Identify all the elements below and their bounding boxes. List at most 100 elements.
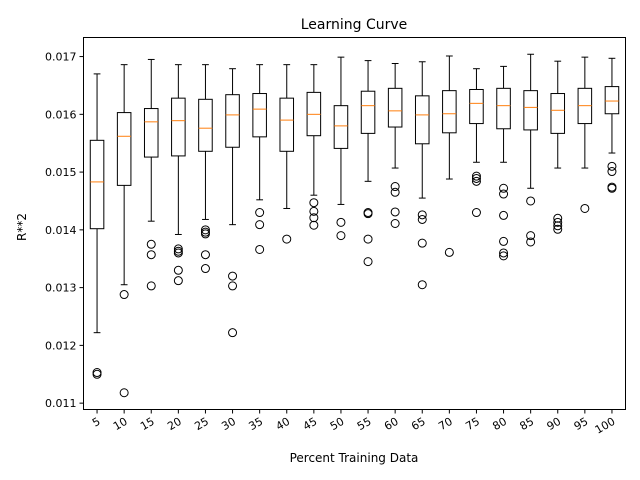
flier-point [363,209,373,219]
box-group [171,64,186,286]
flier-point [92,369,102,379]
x-tick-label: 35 [247,415,266,433]
box-group [116,64,132,398]
box-group [89,73,105,379]
flier-point [471,208,481,218]
x-tick-label: 50 [328,415,347,433]
y-tick-label: 0.014 [45,224,77,237]
flier-point [499,210,509,220]
box-group [306,64,322,230]
box-body [523,90,538,131]
x-tick-label: 40 [274,415,293,433]
box-group [469,68,484,218]
flier-point [390,219,400,228]
y-tick-label: 0.016 [45,108,77,121]
flier-point [200,225,210,235]
flier-point [173,276,183,286]
flier-point [228,328,238,338]
flier-point [173,244,183,254]
flier-point [363,257,373,267]
box-group [198,64,213,274]
flier-point [417,238,427,248]
flier-point [526,231,536,241]
y-axis-label: R**2 [15,213,29,241]
flier-point [146,250,156,260]
flier-point [309,220,319,230]
flier-point [607,161,617,171]
flier-point [228,271,238,281]
x-tick-label: 45 [301,415,320,433]
flier-point [471,176,481,186]
box-body [414,95,430,145]
x-tick-label: 90 [545,415,564,433]
flier-point [499,183,509,193]
box-group [387,62,403,228]
flier-point [607,167,617,177]
x-tick-label: 25 [192,415,211,433]
flier-point [553,217,563,227]
chart-title: Learning Curve [301,17,408,33]
flier-point [200,264,210,274]
flier-point [499,236,509,246]
flier-point [499,251,509,261]
flier-point [255,244,265,254]
flier-point [146,281,156,291]
flier-point [255,220,265,230]
box-body [496,87,511,130]
flier-point [444,247,454,257]
y-tick-label: 0.012 [45,339,77,352]
x-tick-label: 95 [572,415,591,433]
flier-point [390,207,400,217]
flier-point [417,280,427,290]
box-body [550,93,566,134]
x-tick-label: 100 [593,415,618,437]
box-body [198,98,213,152]
x-tick-label: 10 [111,415,130,433]
flier-point [471,173,481,183]
flier-point [607,183,617,193]
flier-point [471,171,481,181]
x-tick-label: 85 [518,415,537,433]
flier-point [173,265,183,275]
box-group [360,60,376,267]
flier-point [119,290,129,300]
flier-point [173,248,183,258]
box-body [116,112,132,186]
box-body [442,90,457,134]
x-tick-label: 80 [490,415,509,433]
flier-point [526,237,536,247]
flier-point [119,388,129,398]
box-group [225,68,240,338]
box-group [333,56,349,241]
flier-point [417,210,427,220]
box-body [279,97,295,152]
plot-area [89,53,620,398]
box-body [469,88,484,125]
flier-point [255,208,265,218]
flier-point [200,250,210,260]
box-group [143,58,159,291]
x-tick-label: 5 [90,415,103,430]
box-group [577,56,593,213]
box-group [496,65,511,261]
x-tick-label: 65 [409,415,428,433]
box-body [604,86,620,115]
x-tick-label: 60 [382,415,401,433]
box-body [89,139,105,230]
x-axis-label: Percent Training Data [290,451,419,465]
x-tick-label: 55 [355,415,374,433]
y-tick-label: 0.017 [45,51,77,64]
x-tick-label: 70 [436,415,455,433]
flier-point [200,229,210,239]
box-body [225,94,240,148]
flier-point [499,189,509,199]
flier-point [363,234,373,244]
flier-point [309,206,319,216]
box-group [550,60,566,234]
flier-point [282,234,292,244]
flier-point [580,203,590,213]
x-tick-label: 20 [165,415,184,433]
flier-point [499,248,509,258]
flier-point [336,231,346,241]
